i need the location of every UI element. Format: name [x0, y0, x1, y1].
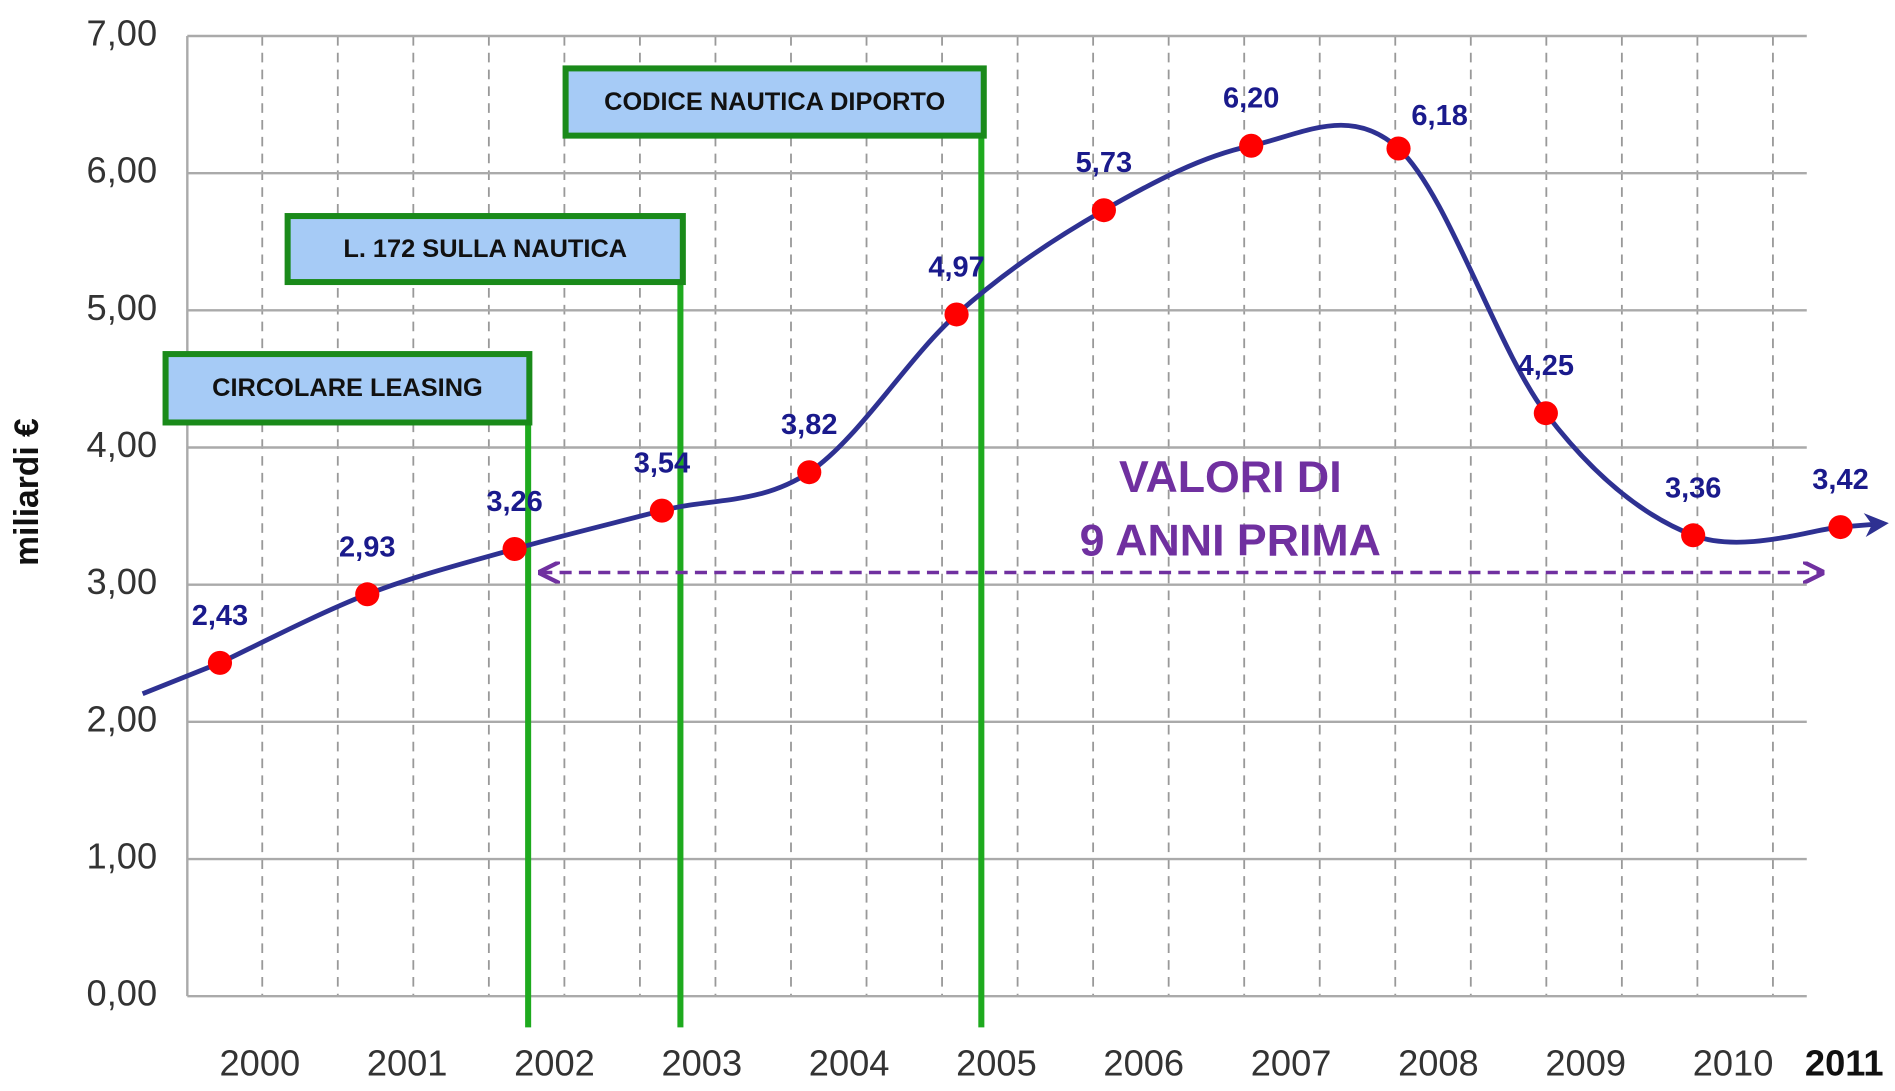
data-label: 3,42: [1812, 464, 1868, 496]
line-lead-in: [141, 660, 221, 696]
data-point: [1533, 401, 1558, 426]
note-text: 9 ANNI PRIMA: [1080, 517, 1381, 566]
data-label: 3,54: [634, 448, 690, 480]
x-tick-label: 2000: [220, 1042, 301, 1083]
data-point: [649, 498, 675, 523]
data-label: 3,26: [486, 486, 542, 518]
y-tick-label: 5,00: [87, 287, 158, 328]
x-tick-label: 2007: [1251, 1042, 1332, 1083]
y-tick-label: 4,00: [87, 424, 158, 465]
annotation-box: [562, 65, 987, 139]
x-tick-label: 2005: [956, 1042, 1037, 1083]
data-label: 3,82: [781, 409, 837, 441]
data-label: 4,25: [1518, 350, 1574, 382]
annotation-text: CIRCOLARE LEASING: [212, 374, 483, 402]
data-label: 2,43: [192, 600, 248, 632]
data-point: [797, 460, 822, 485]
x-tick-label: 2010: [1693, 1042, 1774, 1083]
note-text: VALORI DI: [1119, 453, 1342, 502]
data-point: [944, 302, 969, 327]
x-tick-label: 2006: [1103, 1042, 1184, 1083]
data-point: [1091, 198, 1116, 223]
x-tick-label: 2002: [514, 1042, 595, 1083]
data-point: [1681, 523, 1706, 548]
data-point: [355, 582, 380, 607]
y-tick-label: 2,00: [87, 698, 158, 739]
x-tick-label: 2004: [809, 1042, 890, 1083]
y-tick-label: 1,00: [87, 836, 158, 877]
annotation-box: [162, 351, 533, 426]
data-label: 2,93: [339, 531, 395, 563]
annotation-box: [284, 213, 686, 286]
data-point: [1239, 133, 1264, 158]
data-label: 3,36: [1665, 472, 1721, 504]
x-tick-label: 2008: [1398, 1042, 1479, 1083]
data-point: [207, 650, 233, 675]
annotation-text: CODICE NAUTICA DIPORTO: [604, 88, 945, 116]
y-tick-label: 3,00: [87, 561, 158, 602]
data-point: [502, 537, 527, 562]
y-tick-label: 6,00: [87, 150, 158, 191]
x-tick-label: 2011: [1805, 1042, 1884, 1083]
y-tick-label: 0,00: [87, 973, 158, 1014]
data-point: [1828, 515, 1853, 540]
data-label: 4,97: [928, 252, 984, 284]
x-tick-label: 2009: [1545, 1042, 1626, 1083]
x-tick-label: 2003: [661, 1042, 742, 1083]
annotation-text: L. 172 SULLA NAUTICA: [343, 235, 627, 263]
y-axis-label: miliardi €: [8, 418, 46, 566]
data-label: 6,18: [1411, 100, 1467, 132]
data-point: [1386, 136, 1411, 161]
data-label: 5,73: [1076, 147, 1132, 179]
x-tick-label: 2001: [367, 1042, 448, 1083]
data-label: 6,20: [1223, 83, 1279, 115]
y-tick-label: 7,00: [87, 13, 158, 54]
